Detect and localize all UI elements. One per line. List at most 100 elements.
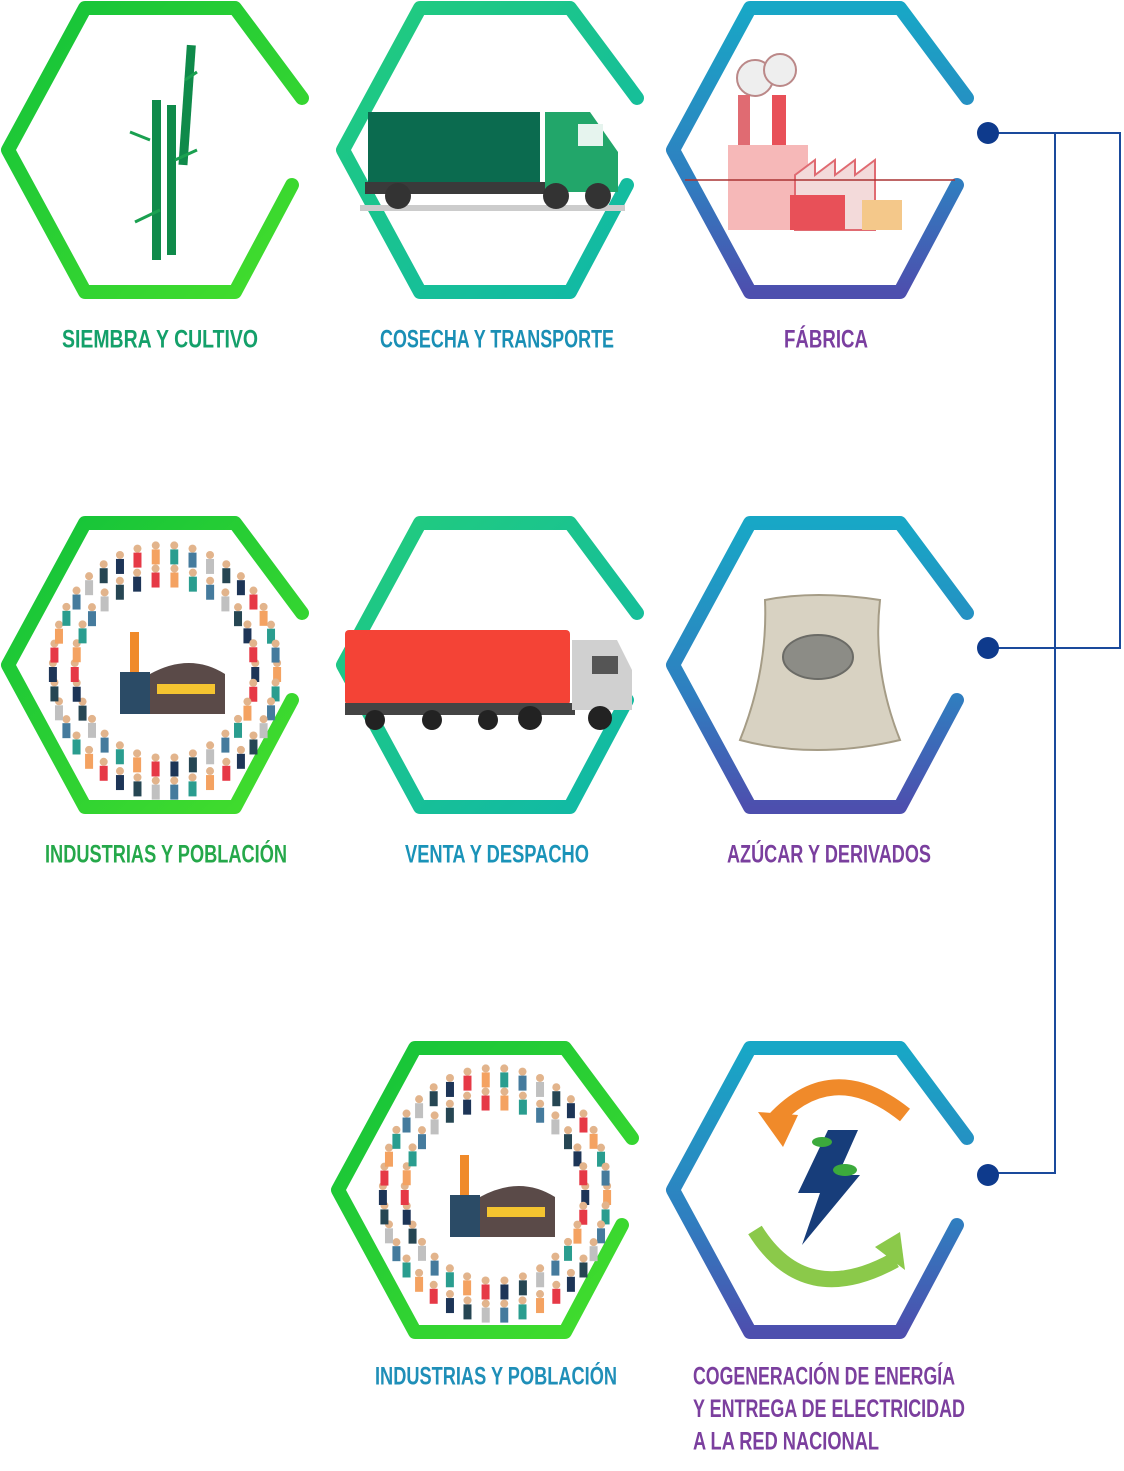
person-head xyxy=(500,1276,508,1284)
person-head xyxy=(579,1110,587,1118)
person-body xyxy=(403,1118,411,1133)
person-head xyxy=(170,541,178,549)
person-body xyxy=(500,1072,508,1087)
person-body xyxy=(446,1298,454,1313)
person-head xyxy=(482,1064,490,1072)
person-body xyxy=(189,577,197,592)
person-head xyxy=(206,767,214,775)
person-body xyxy=(133,577,141,592)
person-body xyxy=(100,766,108,781)
person-body xyxy=(101,596,109,611)
person-body xyxy=(446,1082,454,1097)
factory-windows xyxy=(487,1207,545,1217)
person-head xyxy=(55,621,63,629)
person-head xyxy=(597,1220,605,1228)
person-body xyxy=(152,761,160,776)
person-body xyxy=(249,739,257,754)
person-body xyxy=(79,706,87,721)
person-head xyxy=(536,1264,544,1272)
person-body xyxy=(430,1091,438,1106)
person-head xyxy=(206,741,214,749)
person-body xyxy=(392,1134,400,1149)
person-head xyxy=(551,1111,559,1119)
person-head xyxy=(267,697,275,705)
person-body xyxy=(189,757,197,772)
person-body xyxy=(116,585,124,600)
person-head xyxy=(519,1272,527,1280)
person-body xyxy=(500,1284,508,1299)
person-head xyxy=(234,603,242,611)
person-head xyxy=(272,678,280,686)
connector-dot xyxy=(977,1164,999,1186)
person-head xyxy=(85,572,93,580)
person-head xyxy=(170,565,178,573)
person-head xyxy=(579,1254,587,1262)
person-body xyxy=(221,738,229,753)
person-head xyxy=(415,1095,423,1103)
person-head xyxy=(536,1100,544,1108)
person-body xyxy=(116,775,124,790)
process-diagram: SIEMBRA Y CULTIVOCOSECHA Y TRANSPORTEFÁB… xyxy=(0,0,1124,1471)
person-head xyxy=(418,1126,426,1134)
person-head xyxy=(482,1276,490,1284)
person-head xyxy=(206,577,214,585)
person-head xyxy=(500,1064,508,1072)
person-body xyxy=(116,559,124,574)
person-body xyxy=(55,629,63,644)
person-head xyxy=(189,545,197,553)
person-body xyxy=(590,1134,598,1149)
person-body xyxy=(116,749,124,764)
factory-windows xyxy=(157,684,215,694)
person-body xyxy=(272,648,280,663)
person-body xyxy=(519,1100,527,1115)
person-body xyxy=(536,1108,544,1123)
person-head xyxy=(536,1290,544,1298)
person-body xyxy=(567,1103,575,1118)
person-body xyxy=(55,705,63,720)
person-body xyxy=(409,1151,417,1166)
person-body xyxy=(206,559,214,574)
person-head xyxy=(260,603,268,611)
person-body xyxy=(431,1119,439,1134)
person-body xyxy=(73,647,81,662)
person-body xyxy=(170,573,178,588)
person-body xyxy=(463,1100,471,1115)
person-head xyxy=(409,1143,417,1151)
person-body xyxy=(482,1308,490,1323)
person-head xyxy=(101,730,109,738)
connector-dot xyxy=(977,637,999,659)
person-head xyxy=(431,1253,439,1261)
person-head xyxy=(446,1264,454,1272)
person-body xyxy=(50,686,58,701)
person-head xyxy=(152,565,160,573)
node-label: INDUSTRIAS Y POBLACIÓN xyxy=(375,1361,617,1391)
person-head xyxy=(602,1163,610,1171)
node-label: COSECHA Y TRANSPORTE xyxy=(380,326,614,354)
person-head xyxy=(73,731,81,739)
person-head xyxy=(222,560,230,568)
person-body xyxy=(519,1280,527,1295)
truck-icon xyxy=(360,112,625,211)
person-head xyxy=(403,1110,411,1118)
person-head xyxy=(519,1092,527,1100)
person-head xyxy=(133,773,141,781)
person-body xyxy=(267,705,275,720)
person-body xyxy=(500,1308,508,1323)
person-head xyxy=(62,603,70,611)
person-body xyxy=(552,1289,560,1304)
person-body xyxy=(152,549,160,564)
person-body xyxy=(234,611,242,626)
person-head xyxy=(237,572,245,580)
person-head xyxy=(579,1202,587,1210)
person-body xyxy=(133,553,141,568)
node-label: COGENERACIÓN DE ENERGÍA xyxy=(693,1361,955,1391)
person-body xyxy=(101,738,109,753)
person-head xyxy=(392,1238,400,1246)
person-head xyxy=(101,588,109,596)
person-body xyxy=(73,687,81,702)
person-body xyxy=(221,596,229,611)
person-body xyxy=(579,1118,587,1133)
person-body xyxy=(260,723,268,738)
person-body xyxy=(519,1304,527,1319)
person-body xyxy=(152,785,160,800)
